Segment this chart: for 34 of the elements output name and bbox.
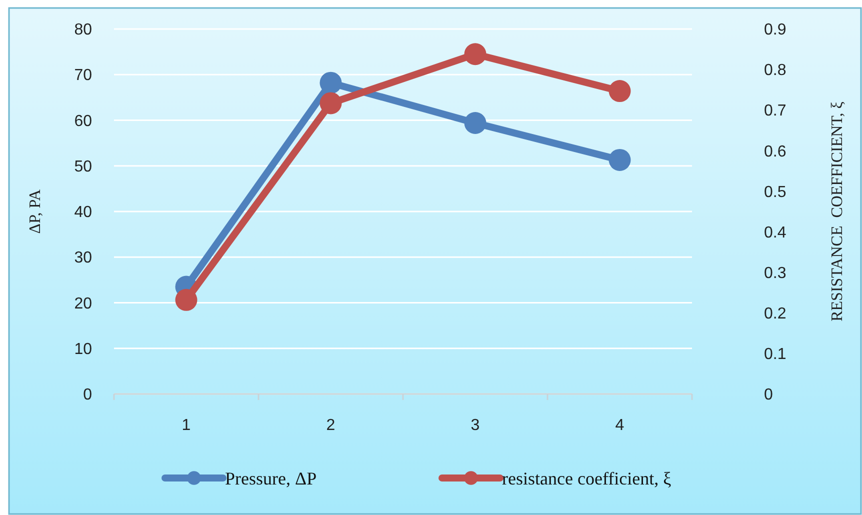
y-tick-label: 80 bbox=[74, 22, 92, 39]
y2-tick-label: 0.2 bbox=[764, 305, 786, 322]
y2-axis-title: RESISTANCE COEFFICIENT, ξ bbox=[829, 102, 846, 322]
point bbox=[320, 92, 342, 114]
point bbox=[175, 288, 198, 311]
y-tick-label: 30 bbox=[74, 250, 92, 267]
y2-tick-label: 0 bbox=[764, 386, 773, 404]
y2-tick-label: 0.6 bbox=[764, 143, 786, 160]
x-tick-label: 1 bbox=[182, 417, 191, 434]
y-tick-label: 50 bbox=[74, 158, 92, 176]
legend-label: resistance coefficient, ξ bbox=[502, 468, 672, 488]
point bbox=[464, 43, 486, 66]
y-tick-label: 0 bbox=[83, 386, 92, 404]
y-axis-title: ΔP, PA bbox=[27, 188, 44, 234]
y2-tick-label: 0.4 bbox=[764, 224, 786, 242]
y2-tick-label: 0.8 bbox=[764, 62, 786, 80]
x-tick-label: 2 bbox=[326, 417, 336, 434]
y2-tick-label: 0.7 bbox=[764, 102, 786, 120]
y2-tick-label: 0.3 bbox=[764, 264, 786, 282]
point bbox=[608, 148, 631, 171]
y2-tick-label: 0.1 bbox=[764, 346, 786, 364]
x-tick-label: 3 bbox=[470, 417, 480, 434]
point bbox=[608, 80, 631, 102]
y-tick-label: 60 bbox=[74, 112, 92, 130]
y2-tick-label: 0.5 bbox=[764, 184, 786, 201]
y2-tick-label: 0.9 bbox=[764, 22, 786, 39]
legend-label: Pressure, ΔP bbox=[225, 468, 317, 488]
point bbox=[464, 112, 486, 134]
point bbox=[320, 72, 342, 94]
y-tick-label: 10 bbox=[74, 340, 92, 358]
y-tick-label: 40 bbox=[74, 204, 92, 222]
x-tick-label: 4 bbox=[615, 417, 624, 434]
y-tick-label: 70 bbox=[74, 67, 92, 84]
y-tick-label: 20 bbox=[74, 295, 92, 312]
